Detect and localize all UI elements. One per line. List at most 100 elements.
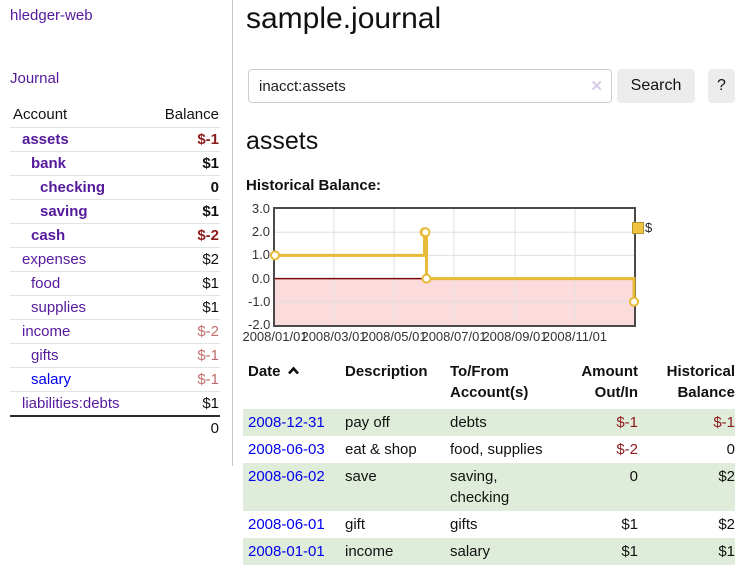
account-link[interactable]: cash [31, 227, 66, 244]
transaction-amount: $1 [621, 516, 638, 533]
legend-swatch-icon [632, 221, 644, 234]
transaction-balance: $-1 [713, 414, 735, 431]
current-account-heading: assets [246, 127, 319, 155]
accounts-table: Account Balance assets $-1 bank $1 checking 0… [10, 102, 220, 440]
transaction-row: 2008-06-02 save saving, checking 0 $2 [243, 463, 735, 511]
y-tick-label: -2.0 [248, 317, 271, 332]
accounts-total-balance: 0 [210, 420, 219, 437]
transaction-amount: $1 [621, 543, 638, 560]
sidebar-divider [232, 0, 233, 466]
transaction-date-link[interactable]: 2008-01-01 [248, 543, 325, 560]
legend-label: $ [645, 220, 653, 235]
account-balance: $-1 [197, 371, 219, 388]
account-row: supplies $1 [10, 295, 220, 320]
transaction-date-link[interactable]: 2008-06-03 [248, 441, 325, 458]
transaction-description: eat & shop [345, 441, 417, 458]
accounts-total-row: 0 [10, 416, 220, 440]
search-button[interactable]: Search [617, 69, 695, 103]
y-tick-label: 2.0 [251, 224, 270, 240]
chart-legend: $ [632, 220, 652, 235]
account-balance: $-2 [197, 227, 219, 244]
y-tick-label: 1.0 [251, 247, 270, 263]
account-row: expenses $2 [10, 247, 220, 272]
account-link[interactable]: assets [22, 131, 69, 148]
account-row: salary $-1 [10, 367, 220, 392]
account-row: checking 0 [10, 175, 220, 200]
account-balance: $1 [202, 395, 219, 412]
transaction-balance: $2 [718, 468, 735, 485]
transaction-balance: $2 [718, 516, 735, 533]
transaction-description: gift [345, 516, 366, 533]
account-column-header: Account [13, 106, 68, 123]
transaction-amount: 0 [629, 468, 638, 485]
account-link[interactable]: gifts [31, 347, 59, 364]
register-table-header: Date Description To/From Account(s) Amou… [243, 361, 735, 409]
account-row: cash $-2 [10, 223, 220, 248]
account-link[interactable]: salary [31, 371, 72, 388]
account-balance: $1 [202, 275, 219, 292]
tofrom-header: To/From Account(s) [450, 363, 529, 401]
date-header-label: Date [248, 363, 281, 380]
transaction-date-link[interactable]: 2008-06-01 [248, 516, 325, 533]
transaction-balance: $1 [718, 543, 735, 560]
transaction-accounts: salary [450, 543, 491, 560]
search-box: ✕ [248, 69, 612, 103]
account-row: saving $1 [10, 199, 220, 224]
accounts-table-header: Account Balance [10, 102, 220, 128]
account-row: food $1 [10, 271, 220, 296]
transaction-accounts: food, supplies [450, 441, 543, 458]
account-link[interactable]: checking [40, 179, 106, 196]
account-link[interactable]: expenses [22, 251, 87, 268]
x-tick-label: 2008/11/01 [542, 329, 608, 344]
account-balance: $1 [202, 203, 219, 220]
clear-search-icon[interactable]: ✕ [590, 78, 603, 95]
transaction-accounts: gifts [450, 516, 478, 533]
date-sort-header[interactable]: Date [243, 361, 345, 409]
search-input[interactable] [248, 69, 612, 103]
x-tick-label: 2008/05/01 [361, 329, 427, 344]
app-brand-link[interactable]: hledger-web [10, 7, 93, 24]
sort-ascending-icon [287, 366, 299, 375]
transaction-amount: $-2 [616, 441, 638, 458]
account-row: income $-2 [10, 319, 220, 344]
account-link[interactable]: supplies [31, 299, 87, 316]
description-header: Description [345, 363, 428, 380]
sidebar-item-journal[interactable]: Journal [10, 70, 60, 87]
account-link[interactable]: liabilities:debts [22, 395, 120, 412]
register-table: Date Description To/From Account(s) Amou… [243, 361, 735, 565]
transaction-row: 2008-06-01 gift gifts $1 $2 [243, 511, 735, 538]
account-row: liabilities:debts $1 [10, 391, 220, 417]
account-link[interactable]: food [31, 275, 61, 292]
transaction-row: 2008-06-03 eat & shop food, supplies $-2 0 [243, 436, 735, 463]
transaction-amount: $-1 [616, 414, 638, 431]
x-tick-label: 2008/03/01 [301, 329, 367, 344]
x-tick-label: 2008/09/01 [482, 329, 548, 344]
account-row: gifts $-1 [10, 343, 220, 368]
account-balance: $-1 [197, 347, 219, 364]
chart-title: Historical Balance: [246, 177, 382, 194]
account-balance: $2 [202, 251, 219, 268]
account-balance: $1 [202, 155, 219, 172]
x-tick-label: 2008/07/01 [421, 329, 487, 344]
transaction-balance: 0 [726, 441, 735, 458]
page-title: sample.journal [246, 2, 442, 35]
account-link[interactable]: bank [31, 155, 67, 172]
account-link[interactable]: income [22, 323, 71, 340]
x-tick-label: 2008/01/01 [242, 329, 308, 344]
balance-header: Historical Balance [666, 363, 735, 401]
account-balance: $-2 [197, 323, 219, 340]
historical-balance-chart: 3.0 2.0 1.0 0.0 -1.0 -2.0 $ 2008/01/01 2008/03… [242, 201, 726, 345]
transaction-date-link[interactable]: 2008-12-31 [248, 414, 325, 431]
transaction-row: 2008-01-01 income salary $1 $1 [243, 538, 735, 565]
account-balance: $-1 [197, 131, 219, 148]
transaction-date-link[interactable]: 2008-06-02 [248, 468, 325, 485]
account-link[interactable]: saving [40, 203, 88, 220]
y-tick-label: 3.0 [251, 201, 270, 216]
transaction-accounts: saving, checking [450, 468, 510, 506]
y-tick-label: -1.0 [248, 293, 271, 309]
transaction-description: income [345, 543, 394, 560]
chart-plot-area: $ [270, 207, 652, 327]
account-row: bank $1 [10, 151, 220, 176]
help-button[interactable]: ? [708, 69, 735, 103]
transaction-accounts: debts [450, 414, 487, 431]
